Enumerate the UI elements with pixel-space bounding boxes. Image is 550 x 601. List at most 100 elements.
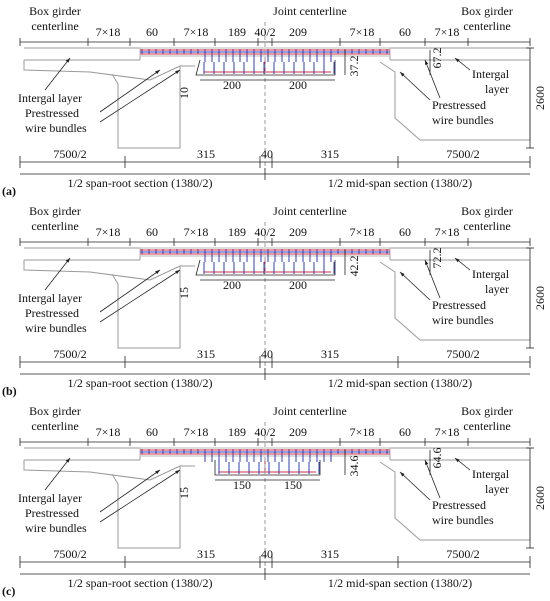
- top-dimension: 60: [146, 25, 158, 39]
- bottom-dimension: 7500/2: [53, 147, 86, 161]
- wire-bundles-left: Prestressed: [25, 106, 79, 120]
- line: [99, 469, 161, 513]
- bottom-dimension: 315: [197, 347, 215, 361]
- bottom-dimension: 315: [321, 147, 339, 161]
- line: [399, 71, 431, 101]
- inner-height: 34.6: [347, 456, 361, 477]
- top-dimension: 189: [228, 25, 246, 39]
- top-dimension: 209: [289, 425, 307, 439]
- bottom-dimension: 315: [321, 547, 339, 561]
- line: [99, 269, 161, 313]
- top-dimension: 40/2: [254, 425, 275, 439]
- intergal-layer-left: Intergal layer: [18, 91, 82, 105]
- arrow-head: [65, 258, 70, 263]
- top-dimension: 209: [289, 25, 307, 39]
- top-dimension: 7×18: [435, 425, 460, 439]
- top-dimension: 7×18: [96, 425, 121, 439]
- top-dimension: 7×18: [435, 225, 460, 239]
- arrow-head: [175, 470, 180, 474]
- line: [424, 59, 441, 99]
- top-dimension: 7×18: [350, 225, 375, 239]
- box-girder-centerline-right: Box girder: [461, 404, 513, 418]
- panel-label: (c): [2, 584, 15, 598]
- layer-width: 200: [289, 278, 307, 292]
- bottom-dimension: 40: [261, 347, 273, 361]
- bottom-dimension: 7500/2: [53, 347, 86, 361]
- line: [99, 69, 181, 123]
- wire-bundles-right: Prestressed: [432, 98, 486, 112]
- girder-height: 2600: [533, 286, 547, 310]
- arrow-head: [175, 70, 180, 74]
- intergal-layer-right: Intergal: [472, 67, 510, 81]
- layer-depth: 15: [177, 487, 191, 499]
- intergal-layer-right: layer: [485, 82, 509, 96]
- top-dimension: 7×18: [184, 25, 209, 39]
- top-dimension: 189: [228, 425, 246, 439]
- top-dimension: 60: [399, 25, 411, 39]
- inner-height: 37.2: [347, 56, 361, 77]
- line: [424, 259, 441, 299]
- joint-centerline: Joint centerline: [273, 204, 347, 218]
- bottom-dimension: 40: [261, 147, 273, 161]
- bottom-dimension: 7500/2: [53, 547, 86, 561]
- box-girder-centerline-left: Box girder: [29, 4, 81, 18]
- panel-label: (b): [2, 384, 17, 398]
- bottom-dimension: 7500/2: [446, 147, 479, 161]
- line: [44, 457, 71, 491]
- line: [424, 459, 441, 499]
- box-girder-centerline-right: Box girder: [461, 204, 513, 218]
- bottom-dimension: 315: [197, 147, 215, 161]
- wire-bundles-right: wire bundles: [432, 513, 494, 527]
- wire-bundles-right: Prestressed: [432, 298, 486, 312]
- layer-depth: 10: [177, 87, 191, 99]
- box-girder-centerline-right: centerline: [463, 219, 510, 233]
- girder-height: 2600: [533, 86, 547, 110]
- line: [399, 471, 431, 501]
- line: [99, 269, 181, 323]
- layer-width: 200: [223, 78, 241, 92]
- bottom-dimension: 315: [197, 547, 215, 561]
- bottom-dimension: 7500/2: [446, 547, 479, 561]
- box-girder-centerline-right: centerline: [463, 19, 510, 33]
- layer-width: 200: [223, 278, 241, 292]
- layer-width: 150: [233, 478, 251, 492]
- section-label: 1/2 mid-span section (1380/2): [328, 176, 472, 190]
- arrow-head: [155, 470, 160, 475]
- top-dimension: 7×18: [96, 225, 121, 239]
- girder-height: 2600: [533, 486, 547, 510]
- box-girder-centerline-right: centerline: [463, 419, 510, 433]
- arrow-head: [425, 60, 429, 65]
- top-dimension: 7×18: [184, 225, 209, 239]
- line: [44, 57, 71, 91]
- top-dimension: 7×18: [184, 425, 209, 439]
- section-label: 1/2 span-root section (1380/2): [68, 376, 213, 390]
- wire-bundles-right: wire bundles: [432, 313, 494, 327]
- box-girder-centerline-left: Box girder: [29, 204, 81, 218]
- inner-height: 42.2: [347, 256, 361, 277]
- bottom-dimension: 40: [261, 547, 273, 561]
- layer-depth: 15: [177, 287, 191, 299]
- intergal-layer-left: Intergal layer: [18, 291, 82, 305]
- arrow-head: [155, 70, 160, 75]
- top-dimension: 60: [146, 225, 158, 239]
- top-dimension: 209: [289, 225, 307, 239]
- wire-bundles-left: Prestressed: [25, 506, 79, 520]
- top-dimension: 60: [146, 425, 158, 439]
- wire-bundles-right: wire bundles: [432, 113, 494, 127]
- box-girder-centerline-left: centerline: [31, 19, 78, 33]
- wire-bundles-left: Prestressed: [25, 306, 79, 320]
- top-dimension: 7×18: [435, 25, 460, 39]
- section-label: 1/2 mid-span section (1380/2): [328, 576, 472, 590]
- arrow-head: [65, 58, 70, 63]
- arrow-head: [455, 258, 460, 263]
- arrow-head: [155, 270, 160, 275]
- layer-width: 200: [289, 78, 307, 92]
- joint-centerline: Joint centerline: [273, 4, 347, 18]
- top-dimension: 7×18: [350, 25, 375, 39]
- wire-bundles-left: wire bundles: [25, 121, 87, 135]
- arrow-head: [400, 72, 405, 77]
- wire-bundles-left: wire bundles: [25, 321, 87, 335]
